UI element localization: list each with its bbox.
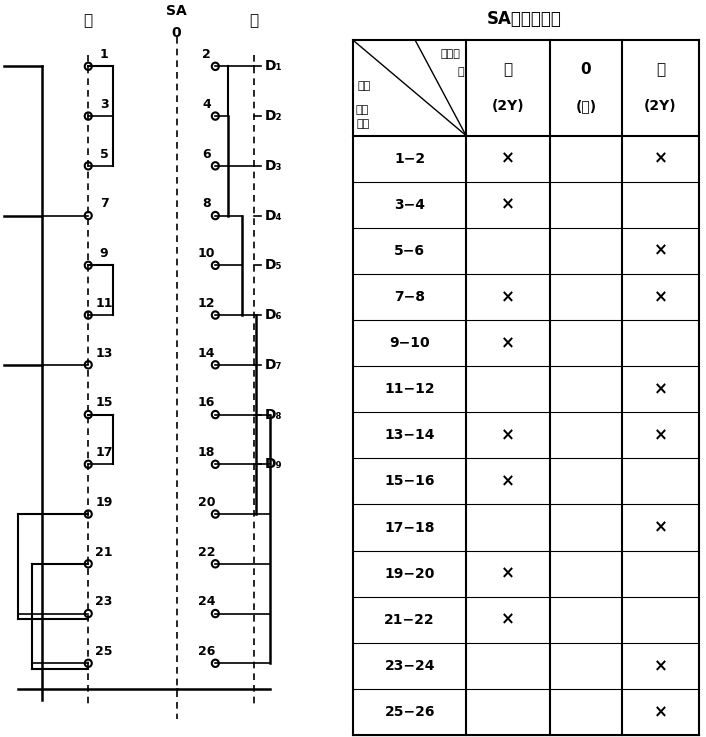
Text: 1: 1 [100, 48, 109, 61]
Text: ×: × [501, 196, 515, 214]
Text: ×: × [501, 611, 515, 629]
Text: 7−8: 7−8 [394, 290, 425, 304]
Text: 10: 10 [198, 247, 215, 260]
Text: 左: 左 [84, 13, 92, 28]
Text: ×: × [654, 150, 667, 167]
Text: ×: × [501, 472, 515, 490]
Text: 20: 20 [198, 496, 215, 509]
Text: 23: 23 [95, 595, 113, 608]
Text: 5−6: 5−6 [394, 244, 425, 258]
Text: 9−10: 9−10 [390, 336, 430, 350]
Text: 3−4: 3−4 [394, 198, 425, 212]
Text: 4: 4 [202, 98, 211, 111]
Text: D₂: D₂ [265, 109, 282, 123]
Text: (2Y): (2Y) [491, 99, 524, 113]
Text: 0: 0 [172, 27, 181, 40]
Text: 6: 6 [202, 147, 211, 161]
Text: 0: 0 [581, 63, 592, 77]
Text: 23−24: 23−24 [385, 659, 435, 673]
Text: ×: × [501, 426, 515, 444]
Text: 22: 22 [198, 545, 215, 559]
Text: 右: 右 [250, 13, 258, 28]
Text: 手柄位: 手柄位 [441, 49, 460, 59]
Text: 19: 19 [95, 496, 113, 509]
Text: ×: × [501, 150, 515, 167]
Text: ×: × [654, 519, 667, 537]
Text: 26: 26 [198, 645, 215, 658]
Text: 17−18: 17−18 [385, 520, 435, 534]
Text: D₈: D₈ [265, 408, 282, 422]
Text: 14: 14 [198, 346, 215, 360]
Text: 21−22: 21−22 [384, 612, 435, 626]
Text: ×: × [654, 426, 667, 444]
Text: 12: 12 [198, 297, 215, 310]
Text: ×: × [654, 703, 667, 721]
Text: 16: 16 [198, 397, 215, 409]
Text: ×: × [654, 288, 667, 306]
Text: D₇: D₇ [265, 358, 282, 371]
Text: 9: 9 [100, 247, 109, 260]
Text: D₉: D₉ [265, 458, 282, 471]
Text: 3: 3 [100, 98, 109, 111]
Text: 5: 5 [100, 147, 109, 161]
Text: D₃: D₃ [265, 159, 282, 172]
Text: (2Y): (2Y) [645, 99, 677, 113]
Text: D₁: D₁ [265, 60, 282, 73]
Text: 13: 13 [95, 346, 113, 360]
Text: SA触点闭合表: SA触点闭合表 [486, 10, 562, 28]
Text: 右: 右 [656, 63, 665, 77]
Text: 25: 25 [95, 645, 113, 658]
Text: 左: 左 [503, 63, 513, 77]
Text: 11−12: 11−12 [384, 383, 435, 397]
Text: D₅: D₅ [265, 259, 282, 272]
Text: (停): (停) [575, 99, 597, 113]
Text: 2: 2 [202, 48, 211, 61]
Text: SA: SA [166, 4, 187, 18]
Text: 7: 7 [100, 198, 109, 210]
Text: 21: 21 [95, 545, 113, 559]
Text: ×: × [501, 334, 515, 352]
Text: 24: 24 [198, 595, 215, 608]
Text: 11: 11 [95, 297, 113, 310]
Text: 情况: 情况 [358, 81, 371, 91]
Text: 19−20: 19−20 [385, 567, 435, 581]
Text: 13−14: 13−14 [385, 428, 435, 442]
Text: ×: × [654, 380, 667, 398]
Text: 15−16: 15−16 [385, 475, 435, 489]
Text: 25−26: 25−26 [385, 705, 435, 719]
Text: ×: × [501, 288, 515, 306]
Text: D₄: D₄ [265, 209, 282, 223]
Text: 置: 置 [457, 66, 465, 77]
Text: ×: × [654, 657, 667, 675]
Text: ×: × [654, 242, 667, 260]
Text: 18: 18 [198, 446, 215, 459]
Text: 17: 17 [95, 446, 113, 459]
Text: D₆: D₆ [265, 308, 282, 322]
Text: 闭合: 闭合 [355, 105, 369, 115]
Text: 触点: 触点 [357, 119, 370, 129]
Text: 8: 8 [202, 198, 211, 210]
Text: 1−2: 1−2 [394, 152, 425, 166]
Text: 15: 15 [95, 397, 113, 409]
Text: ×: × [501, 565, 515, 583]
